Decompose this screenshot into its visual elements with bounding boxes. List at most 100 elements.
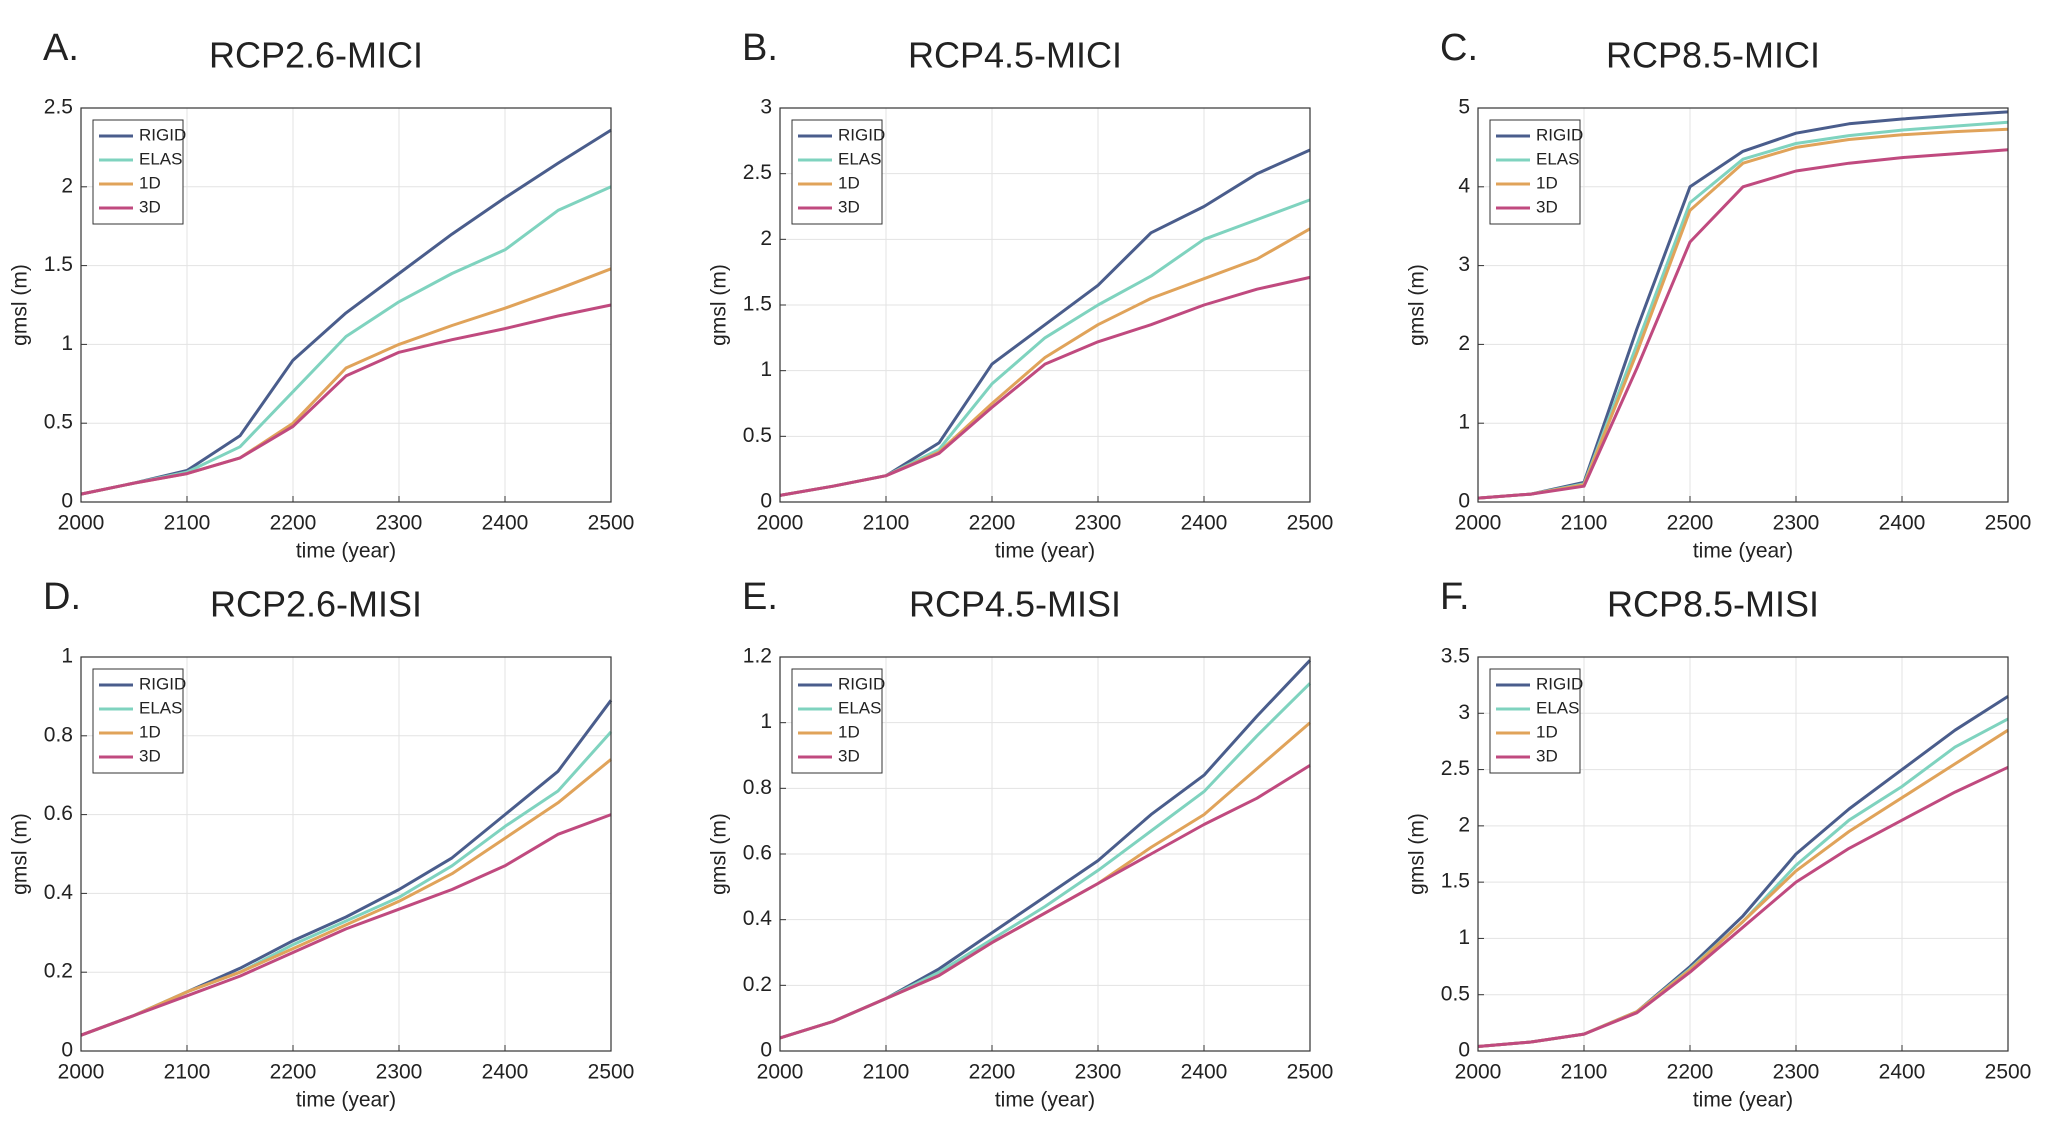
y-tick-label: 1 (61, 645, 73, 668)
chart-title: RCP2.6-MICI (209, 35, 423, 76)
x-tick-label: 2400 (482, 512, 529, 535)
x-tick-label: 2500 (1287, 512, 1334, 535)
y-axis-label: gmsl (m) (9, 813, 32, 895)
chart-title: RCP8.5-MISI (1607, 584, 1819, 625)
y-axis-label: gmsl (m) (708, 813, 731, 895)
chart-title: RCP4.5-MISI (909, 584, 1121, 625)
x-tick-label: 2100 (863, 1061, 910, 1084)
legend-label: RIGID (139, 674, 186, 693)
x-tick-label: 2000 (1455, 512, 1502, 535)
legend-label: RIGID (838, 674, 885, 693)
series-line (779, 764, 1311, 1040)
series-line (80, 303, 612, 496)
x-tick-label: 2300 (1773, 512, 1820, 535)
x-tick-label: 2100 (1561, 512, 1608, 535)
x-axis-label: time (year) (296, 1089, 396, 1112)
y-tick-label: 4 (1458, 174, 1470, 197)
y-axis-label: gmsl (m) (1406, 813, 1429, 895)
chart-title: RCP2.6-MISI (210, 584, 422, 625)
y-tick-label: 0.5 (44, 411, 73, 434)
legend-label: ELAS (838, 698, 881, 717)
axes-box (80, 107, 612, 503)
x-axis-label: time (year) (995, 1089, 1095, 1112)
x-tick-label: 2200 (270, 1061, 317, 1084)
x-tick-label: 2300 (376, 1061, 423, 1084)
legend-label: RIGID (838, 125, 885, 144)
legend-label: RIGID (1536, 125, 1583, 144)
x-tick-label: 2400 (1181, 1061, 1228, 1084)
x-tick-label: 2200 (1667, 1061, 1714, 1084)
y-tick-label: 3 (1458, 701, 1470, 724)
x-axis-label: time (year) (296, 540, 396, 563)
x-tick-label: 2500 (588, 512, 635, 535)
y-tick-label: 0 (61, 490, 73, 513)
legend-label: RIGID (1536, 674, 1583, 693)
y-tick-label: 0 (760, 1039, 772, 1062)
series-line (1477, 765, 2009, 1048)
x-tick-label: 2300 (1773, 1061, 1820, 1084)
x-axis-label: time (year) (995, 540, 1095, 563)
y-axis-label: gmsl (m) (708, 264, 731, 346)
y-tick-label: 1 (1458, 926, 1470, 949)
legend-label: 1D (838, 722, 860, 741)
legend-label: 1D (1536, 173, 1558, 192)
y-tick-label: 2.5 (44, 96, 73, 119)
legend-label: 1D (139, 722, 161, 741)
x-tick-label: 2000 (58, 1061, 105, 1084)
legend-label: 3D (139, 746, 161, 765)
y-tick-label: 0.8 (44, 723, 73, 746)
legend-label: ELAS (838, 149, 881, 168)
y-tick-label: 0.8 (743, 776, 772, 799)
x-tick-label: 2200 (270, 512, 317, 535)
series-line (779, 275, 1311, 497)
y-tick-label: 1 (1458, 411, 1470, 434)
panel-label: C. (1440, 27, 1478, 69)
panel-label: E. (742, 576, 778, 618)
axes-box (80, 656, 612, 1052)
legend-label: RIGID (139, 125, 186, 144)
y-tick-label: 1.5 (743, 293, 772, 316)
legend-label: 1D (838, 173, 860, 192)
legend-label: 1D (1536, 722, 1558, 741)
x-axis-label: time (year) (1693, 540, 1793, 563)
legend-label: 1D (139, 173, 161, 192)
x-tick-label: 2000 (58, 512, 105, 535)
panel-label: F. (1440, 576, 1470, 618)
y-tick-label: 2 (760, 227, 772, 250)
y-tick-label: 0.6 (44, 802, 73, 825)
series-line (1477, 148, 2009, 500)
panel-label: A. (43, 27, 79, 69)
x-tick-label: 2000 (1455, 1061, 1502, 1084)
x-tick-label: 2100 (863, 512, 910, 535)
y-tick-label: 0.4 (44, 881, 74, 904)
y-tick-label: 1 (61, 332, 73, 355)
x-tick-label: 2000 (757, 512, 804, 535)
y-tick-label: 0 (760, 490, 772, 513)
y-tick-label: 0.5 (743, 424, 772, 447)
x-tick-label: 2500 (1985, 1061, 2032, 1084)
y-tick-label: 2 (61, 174, 73, 197)
x-tick-label: 2000 (757, 1061, 804, 1084)
series-line (80, 758, 612, 1037)
y-tick-label: 1.5 (44, 253, 73, 276)
x-tick-label: 2500 (1287, 1061, 1334, 1084)
legend-label: 3D (838, 746, 860, 765)
legend-label: ELAS (139, 698, 182, 717)
y-tick-label: 1 (760, 710, 772, 733)
x-tick-label: 2500 (588, 1061, 635, 1084)
legend-label: 3D (139, 197, 161, 216)
y-tick-label: 2.5 (743, 161, 772, 184)
x-tick-label: 2300 (376, 512, 423, 535)
chart-title: RCP8.5-MICI (1606, 35, 1820, 76)
y-tick-label: 3 (1458, 253, 1470, 276)
axes-box (1477, 107, 2009, 503)
y-tick-label: 0.4 (743, 907, 773, 930)
x-tick-label: 2200 (969, 1061, 1016, 1084)
y-tick-label: 1 (760, 358, 772, 381)
x-tick-label: 2500 (1985, 512, 2032, 535)
y-tick-label: 0.2 (743, 973, 772, 996)
x-tick-label: 2300 (1075, 512, 1122, 535)
y-tick-label: 2.5 (1441, 757, 1470, 780)
x-tick-label: 2400 (482, 1061, 529, 1084)
